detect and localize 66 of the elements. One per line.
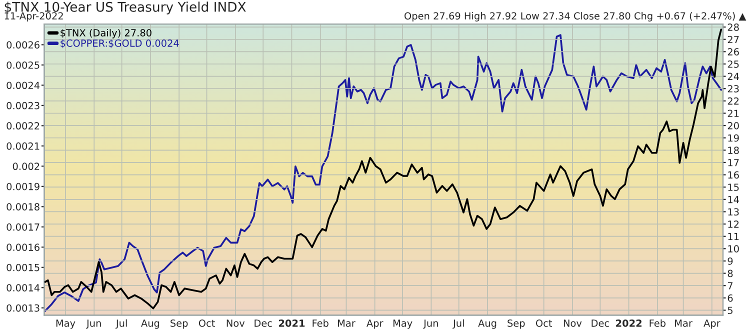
y2-tick-label: 13 bbox=[728, 208, 739, 216]
x-tick-label: Feb bbox=[650, 319, 666, 327]
x-tick-label: Jun bbox=[86, 320, 101, 329]
y-tick-label: 0.0022 bbox=[6, 122, 40, 130]
y-tick-label: 0.0014 bbox=[6, 284, 40, 292]
y2-tick-label: 8 bbox=[728, 270, 733, 278]
y2-tick-label: 16 bbox=[728, 171, 739, 179]
x-tick-label: Sep bbox=[170, 319, 188, 329]
y-tick-label: 0.002 bbox=[12, 162, 40, 170]
x-tick-label: Nov bbox=[226, 320, 245, 327]
y2-tick-label: 28 bbox=[728, 24, 739, 31]
y-tick-label: 0.0026 bbox=[6, 41, 40, 49]
x-tick-label: Jul bbox=[452, 319, 464, 329]
y-tick-label: 0.0016 bbox=[6, 244, 40, 251]
y-tick-label: 0.0013 bbox=[6, 304, 40, 312]
x-tick-label: Dec bbox=[254, 320, 272, 327]
y2-tick-label: 19 bbox=[728, 134, 739, 142]
y2-tick-label: 23 bbox=[728, 85, 739, 92]
x-tick-label: Oct bbox=[198, 319, 215, 327]
y2-tick-label: 27 bbox=[728, 36, 739, 44]
y-tick-label: 0.0023 bbox=[6, 102, 40, 110]
x-tick-label: Mar bbox=[675, 320, 692, 327]
x-tick-label: Aug bbox=[141, 320, 160, 329]
legend-label: $COPPER:$GOLD 0.0024 bbox=[60, 39, 179, 48]
y2-tick-label: 6 bbox=[728, 294, 733, 302]
y2-tick-label: 5 bbox=[728, 306, 733, 314]
y2-tick-label: 24 bbox=[728, 72, 739, 80]
x-tick-label: Dec bbox=[592, 320, 609, 327]
y-tick-label: 0.0015 bbox=[6, 264, 40, 272]
y2-tick-label: 22 bbox=[728, 97, 739, 105]
y2-tick-label: 18 bbox=[728, 146, 739, 154]
y2-tick-label: 7 bbox=[728, 282, 733, 290]
x-tick-label: Oct bbox=[536, 319, 552, 327]
y2-tick-label: 11 bbox=[728, 232, 739, 240]
y2-tick-label: 21 bbox=[728, 110, 739, 117]
y-tick-label: 0.0021 bbox=[6, 142, 40, 150]
y-tick-label: 0.0025 bbox=[6, 61, 40, 69]
text: Open 27.69 High 27.92 Low 27.34 Close 27.80 Chg +0.67 (+2.47%) ▲ bbox=[404, 12, 746, 22]
y-tick-label: 0.0019 bbox=[6, 182, 40, 190]
x-tick-label: 2021 bbox=[278, 319, 305, 327]
x-tick-label: Apr bbox=[366, 320, 384, 329]
x-tick-label: Sep bbox=[508, 319, 525, 329]
y2-tick-label: 15 bbox=[728, 184, 739, 191]
y2-tick-label: 25 bbox=[728, 60, 739, 68]
chart-subtitle: 11-Apr-2022 bbox=[4, 12, 63, 22]
y2-tick-label: 10 bbox=[728, 245, 739, 252]
y2-tick-label: 9 bbox=[728, 257, 733, 265]
y-tick-label: 0.0017 bbox=[6, 223, 40, 231]
x-tick-label: Nov bbox=[564, 320, 582, 327]
x-tick-label: Feb bbox=[312, 319, 328, 327]
x-tick-label: Apr bbox=[704, 320, 720, 329]
x-tick-label: Aug bbox=[478, 320, 496, 329]
y2-tick-label: 14 bbox=[728, 196, 739, 204]
y2-tick-label: 17 bbox=[728, 159, 739, 166]
legend-label: $TNX (Daily) 27.80 bbox=[60, 28, 152, 38]
y-tick-label: 0.0024 bbox=[6, 82, 40, 90]
y2-tick-label: 12 bbox=[728, 220, 739, 228]
y2-tick-label: 20 bbox=[728, 122, 739, 130]
x-tick-label: Jun bbox=[423, 320, 438, 329]
x-tick-label: Jul bbox=[115, 319, 127, 329]
y-tick-label: 0.0018 bbox=[6, 203, 40, 210]
x-tick-label: 2022 bbox=[616, 319, 642, 327]
x-tick-label: May bbox=[393, 320, 412, 329]
x-tick-label: May bbox=[56, 320, 76, 329]
y2-tick-label: 26 bbox=[728, 48, 739, 56]
x-tick-label: Mar bbox=[338, 320, 356, 327]
